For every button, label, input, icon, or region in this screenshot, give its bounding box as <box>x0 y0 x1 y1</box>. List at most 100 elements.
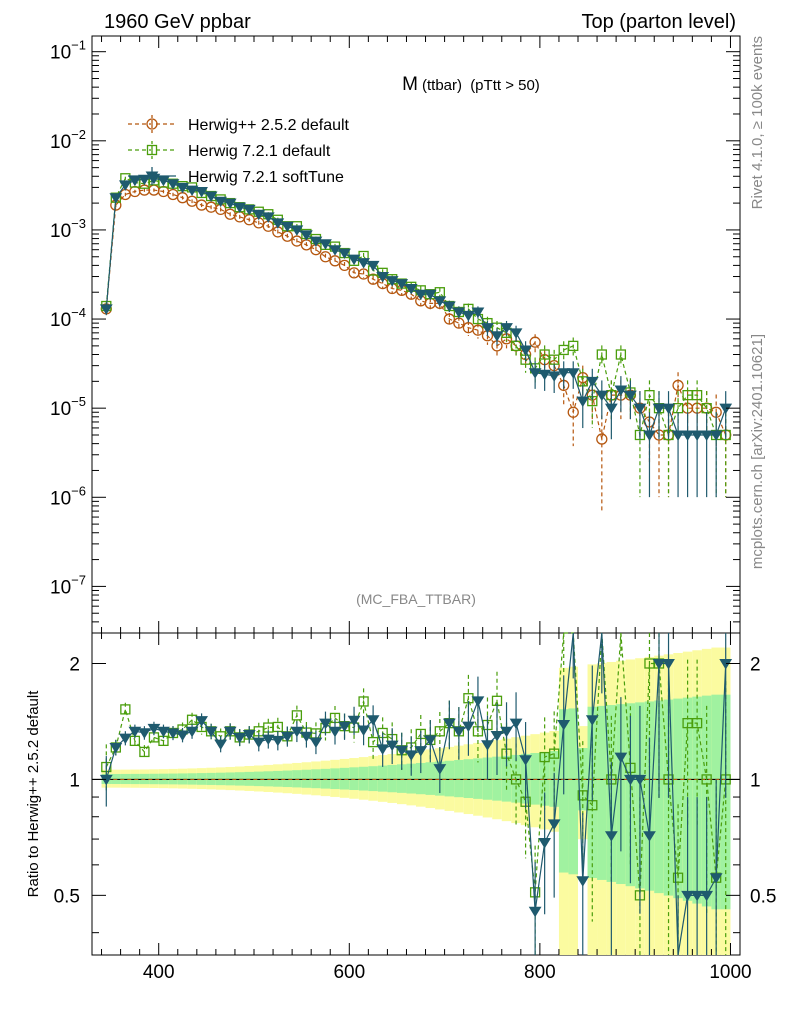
ratio-point <box>204 726 218 738</box>
data-point <box>404 284 418 295</box>
data-point <box>186 195 198 207</box>
ratio-band-inner <box>387 764 397 793</box>
ratio-point <box>652 658 666 670</box>
ratio-point <box>300 731 313 743</box>
plot-title-main: M <box>402 74 418 95</box>
rivet-label: Rivet 4.1.0, ≥ 100k events <box>749 36 766 209</box>
data-point <box>366 260 380 272</box>
ratio-point <box>328 726 342 738</box>
ratio-y-tick-label-left: 0.5 <box>54 886 80 907</box>
y-tick-label: 10−3 <box>50 216 86 242</box>
data-point <box>576 396 590 408</box>
ratio-y-tick-label-left: 2 <box>69 654 80 675</box>
data-point <box>385 276 399 287</box>
ratio-point <box>118 733 132 745</box>
data-point <box>547 371 561 382</box>
energy-label: 1960 GeV ppbar <box>104 11 251 33</box>
ratio-band-inner <box>425 762 436 795</box>
ratio-point <box>614 752 628 764</box>
ratio-point <box>719 658 733 670</box>
ratio-y-tick-label-right: 0.5 <box>750 886 776 907</box>
data-point <box>118 180 132 191</box>
data-point <box>490 331 504 342</box>
data-point <box>672 379 684 392</box>
ratio-point <box>185 726 199 738</box>
ratio-point <box>291 710 303 721</box>
ratio-point <box>166 728 180 739</box>
ratio-point <box>271 735 285 747</box>
ratio-point <box>367 736 379 748</box>
ratio-band-inner <box>273 770 283 787</box>
ratio-y-tick-label-left: 1 <box>69 770 80 791</box>
data-point <box>529 336 541 348</box>
y-tick-base: 10 <box>50 43 71 64</box>
data-point <box>509 328 523 339</box>
ratio-point <box>414 746 428 757</box>
x-tick-label: 400 <box>143 962 175 983</box>
data-point <box>662 403 675 415</box>
ratio-point <box>366 715 380 726</box>
ratio-y-tick-label-right: 2 <box>750 654 761 675</box>
data-point <box>624 390 637 402</box>
ratio-point <box>442 718 456 730</box>
y-tick-exp: −2 <box>71 127 86 142</box>
ratio-point <box>233 732 247 744</box>
y-tick-exp: −1 <box>71 38 86 53</box>
ratio-band-inner <box>377 765 388 792</box>
ratio-point <box>157 726 170 738</box>
data-point <box>195 186 208 198</box>
ratio-point <box>604 831 618 842</box>
data-point <box>99 304 113 315</box>
ratio-band-inner <box>320 768 331 789</box>
legend-marker <box>146 118 158 130</box>
y-tick-label: 10−1 <box>50 38 86 64</box>
y-tick-base: 10 <box>50 399 71 420</box>
data-point <box>528 368 542 379</box>
ratio-point <box>99 774 113 786</box>
data-point <box>109 193 123 204</box>
legend-label: Herwig 7.2.1 softTune <box>188 169 344 186</box>
data-point <box>291 235 303 247</box>
ratio-ylabel: Ratio to Herwig++ 2.5.2 default <box>25 690 42 898</box>
ratio-point <box>528 906 542 918</box>
data-point <box>338 248 351 260</box>
data-point <box>280 221 294 233</box>
data-point <box>539 349 550 360</box>
y-tick-exp: −7 <box>71 572 86 587</box>
ratio-frame <box>91 632 741 956</box>
ratio-point <box>585 715 599 726</box>
ratio-point <box>700 890 714 902</box>
ratio-y-tick-label-right: 1 <box>750 770 761 791</box>
ratio-point <box>128 726 142 738</box>
axis-ticks <box>92 36 740 955</box>
ratio-band-inner <box>282 770 293 788</box>
ratio-band-inner <box>673 698 683 899</box>
ratio-point <box>223 726 237 738</box>
data-point <box>176 182 189 194</box>
data-point <box>376 272 390 283</box>
ratio-band-inner <box>406 763 416 794</box>
data-point <box>481 323 494 334</box>
ratio-band-inner <box>339 767 350 790</box>
process-label: Top (parton level) <box>581 11 736 33</box>
ratio-band-inner <box>301 769 312 788</box>
data-point <box>319 239 332 250</box>
y-tick-exp: −3 <box>71 216 86 231</box>
data-point <box>643 430 656 441</box>
ratio-band-inner <box>492 756 502 801</box>
ratio-band-inner <box>444 760 455 797</box>
data-point <box>185 185 199 197</box>
data-point <box>709 430 723 441</box>
ratio-point <box>471 696 485 707</box>
ratio-point <box>624 774 637 786</box>
data-point <box>223 198 237 210</box>
data-point <box>719 403 733 415</box>
data-point <box>568 340 579 352</box>
ratio-point <box>404 750 418 761</box>
ratio-band-inner <box>358 766 369 791</box>
data-point <box>690 430 704 441</box>
ratio-point <box>690 890 704 902</box>
data-point <box>290 225 304 236</box>
ratio-band-inner <box>597 705 607 880</box>
x-tick-labels: 400 600 800 1000 <box>143 962 752 983</box>
